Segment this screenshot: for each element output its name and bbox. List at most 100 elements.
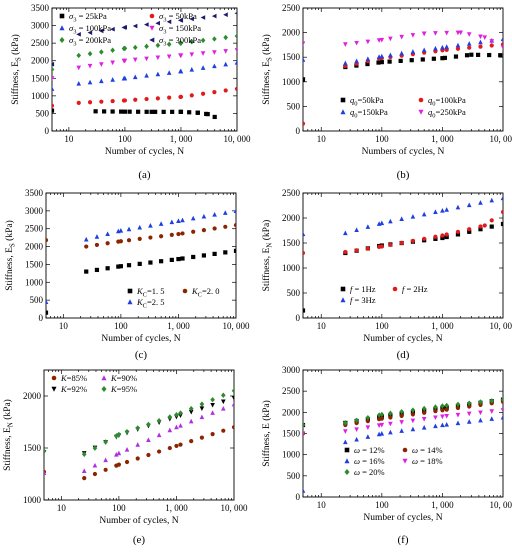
data-point xyxy=(133,58,138,63)
plot-area xyxy=(301,31,506,126)
legend: ω = 12%ω = 14%ω = 16%ω = 18%ω = 20% xyxy=(344,445,442,477)
y-tick-label: 1000 xyxy=(282,450,301,460)
data-point xyxy=(489,198,494,203)
data-point xyxy=(478,418,483,423)
data-point xyxy=(223,62,228,67)
data-point xyxy=(235,48,240,53)
data-point xyxy=(444,31,449,36)
series-3 xyxy=(301,36,506,65)
data-point xyxy=(433,235,437,239)
data-point xyxy=(116,240,120,244)
data-point xyxy=(235,87,239,91)
plot-frame xyxy=(303,8,503,131)
y-tick-label: 0 xyxy=(45,126,50,136)
data-point xyxy=(366,40,371,45)
data-point xyxy=(88,80,93,85)
data-point xyxy=(301,308,305,312)
x-tick-label: 10, 000 xyxy=(224,134,252,144)
data-point xyxy=(102,109,106,113)
legend-marker xyxy=(340,297,345,302)
data-point xyxy=(210,410,215,415)
data-point xyxy=(444,422,449,427)
legend-label: K=92% xyxy=(60,384,87,394)
data-point xyxy=(399,59,403,63)
data-point xyxy=(127,263,131,267)
data-point xyxy=(42,448,47,453)
data-point xyxy=(221,406,226,411)
data-point xyxy=(433,415,438,420)
x-tick-label: 100 xyxy=(375,321,389,331)
series-2 xyxy=(42,402,237,475)
legend-marker xyxy=(341,98,346,103)
data-point xyxy=(110,77,115,82)
legend-marker xyxy=(101,375,106,380)
data-point xyxy=(176,218,181,223)
series-4 xyxy=(50,48,240,81)
x-axis-label: Number of cycles, N xyxy=(363,333,442,344)
data-point xyxy=(110,60,115,65)
x-tick-label: 1, 000 xyxy=(165,503,188,513)
data-point xyxy=(223,35,228,40)
legend-marker xyxy=(345,448,350,453)
plot-frame xyxy=(303,193,503,318)
data-point xyxy=(123,110,127,114)
data-point xyxy=(127,238,131,242)
legend-marker xyxy=(149,37,154,42)
x-tick-label: 10, 000 xyxy=(221,503,249,513)
data-point xyxy=(202,253,206,257)
data-point xyxy=(136,110,140,114)
x-tick-label: 100 xyxy=(112,503,126,513)
data-point xyxy=(343,230,348,235)
legend-marker xyxy=(340,109,345,114)
legend-label: ω = 14% xyxy=(412,445,443,455)
legend-label: σ3 = 300kPa xyxy=(159,35,201,48)
data-point xyxy=(201,15,206,20)
x-axis-label: Number of cycles, N xyxy=(363,512,442,523)
data-point xyxy=(202,214,207,219)
legend: K=85%K=90%K=92%K=95% xyxy=(51,373,137,394)
data-point xyxy=(343,439,348,444)
y-tick-label: 3500 xyxy=(25,188,44,198)
data-point xyxy=(444,414,449,419)
legend-label: σ3 = 25kPa xyxy=(69,11,107,24)
data-point xyxy=(82,476,86,480)
y-tick-label: 500 xyxy=(36,108,50,118)
data-point xyxy=(490,218,494,222)
data-point xyxy=(99,78,104,83)
y-tick-label: 2500 xyxy=(25,224,44,234)
data-point xyxy=(94,109,98,113)
data-point xyxy=(440,233,444,237)
data-point xyxy=(201,92,205,96)
data-point xyxy=(388,422,393,427)
data-point xyxy=(95,234,100,239)
data-point xyxy=(128,110,132,114)
data-point xyxy=(388,243,392,247)
legend-label: σ3 = 150kPa xyxy=(159,23,201,36)
data-point xyxy=(301,41,306,46)
legend-label: K=95% xyxy=(110,384,137,394)
data-point xyxy=(376,60,380,64)
data-point xyxy=(411,412,415,416)
y-axis-label: Stiffness, ES (kPa) xyxy=(4,220,17,291)
data-point xyxy=(422,411,426,415)
y-tick-label: 1500 xyxy=(282,429,301,439)
data-point xyxy=(501,36,506,41)
data-point xyxy=(301,122,305,126)
data-point xyxy=(445,232,449,236)
data-point xyxy=(354,437,359,442)
x-tick-label: 10, 000 xyxy=(490,500,512,510)
legend-label: q0=50kPa xyxy=(350,95,384,108)
data-point xyxy=(211,432,215,436)
data-point xyxy=(377,245,381,249)
y-tick-label: 1000 xyxy=(282,263,301,273)
data-point xyxy=(201,65,206,70)
x-axis-label: Number of cycles, N xyxy=(101,333,180,344)
data-point xyxy=(174,412,179,417)
x-axis-label: Numbers of cycles, N xyxy=(362,146,445,157)
series-2 xyxy=(301,400,505,436)
data-point xyxy=(501,45,506,50)
data-point xyxy=(212,14,217,19)
data-point xyxy=(221,429,225,433)
